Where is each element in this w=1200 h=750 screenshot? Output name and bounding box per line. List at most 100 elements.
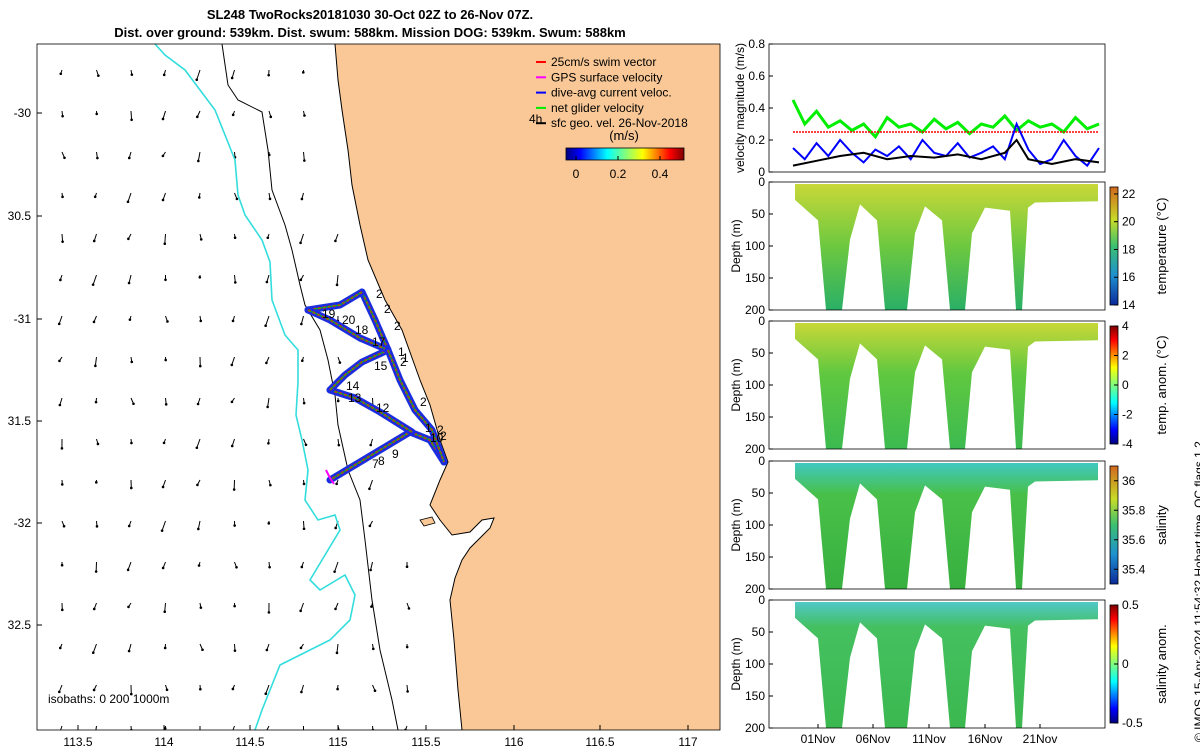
- current-vector-head: [407, 607, 411, 610]
- current-vector-head: [266, 236, 270, 240]
- track-day-label: 20: [342, 313, 356, 327]
- map-ytick-label: -31: [14, 312, 32, 326]
- current-vector-head: [338, 361, 342, 364]
- depth-tick-label: 50: [752, 346, 766, 360]
- current-vector-head: [197, 527, 200, 531]
- salinity-colorbar: [1109, 465, 1119, 585]
- current-vector-head: [201, 648, 204, 652]
- colorbar-unit: (m/s): [609, 128, 639, 143]
- imos-credit: © IMOS 15-Apr-2024 11:54:32 Hobart time.…: [1192, 441, 1200, 742]
- current-vector-head: [59, 72, 63, 76]
- current-vector-head: [57, 734, 60, 737]
- track-day-label: 13: [348, 391, 362, 405]
- current-vector-head: [198, 364, 202, 368]
- current-vector-head: [269, 483, 272, 487]
- current-vector: [162, 110, 166, 120]
- current-vector-head: [302, 401, 306, 405]
- current-vector-head: [196, 402, 200, 406]
- current-vector: [300, 602, 304, 612]
- current-vector: [231, 356, 235, 366]
- current-vector-head: [265, 361, 268, 365]
- current-vector-head: [94, 364, 97, 368]
- salinity-panel: 0 50 100 150 200 Depth (m) 35.4 35.6 35.8 36 salin…: [729, 454, 1169, 596]
- current-vector-head: [130, 360, 134, 364]
- track-day-label: 2: [400, 355, 407, 369]
- current-vector: [231, 69, 235, 79]
- current-vector-head: [337, 443, 341, 447]
- colorbar-tick-label: 4: [1122, 319, 1129, 333]
- track-day-label: 14: [346, 379, 360, 393]
- current-vector-head: [60, 563, 64, 567]
- current-vector-head: [163, 727, 167, 730]
- current-vector-head: [197, 564, 201, 567]
- current-vector-head: [91, 651, 95, 654]
- date-tick-label: 21Nov: [1023, 732, 1058, 746]
- colorbar-tick-label: 16: [1122, 270, 1136, 284]
- current-vector-head: [301, 71, 305, 74]
- net-track: [307, 309, 389, 351]
- track-day-label: 15: [374, 359, 388, 373]
- current-vector-head: [94, 481, 98, 484]
- current-vector: [196, 438, 201, 448]
- track-day-label: 18: [355, 323, 369, 337]
- depth-tick-label: 150: [745, 550, 765, 564]
- temperature-section-field: [795, 184, 1098, 310]
- velocity-ytick-label: 0: [758, 165, 765, 179]
- current-vector-head: [127, 649, 131, 653]
- net-track: [307, 291, 363, 311]
- depth-tick-label: 200: [745, 721, 765, 735]
- chart-title-line2: Dist. over ground: 539km. Dist. swum: 58…: [114, 25, 626, 40]
- current-vector-head: [127, 281, 131, 285]
- velocity-ytick-label: 0.8: [748, 37, 765, 51]
- net-track: [387, 349, 445, 463]
- colorbar-tick-label: 14: [1122, 298, 1136, 312]
- date-tick-label: 11Nov: [912, 732, 946, 746]
- current-vector-head: [267, 441, 270, 445]
- current-vector-head: [233, 524, 236, 527]
- map-ytick-label: -30: [14, 106, 32, 120]
- colorbar-tick-label: 18: [1122, 242, 1136, 256]
- current-vector-head: [91, 283, 95, 286]
- current-vector: [94, 356, 97, 366]
- current-vector-head: [302, 482, 306, 486]
- current-vector-head: [127, 156, 131, 160]
- depth-tick-label: 0: [758, 175, 765, 189]
- current-vector-head: [335, 482, 338, 486]
- glider-track: [304, 288, 448, 485]
- current-vector: [58, 315, 63, 325]
- current-vector-head: [127, 605, 130, 609]
- current-vector-head: [299, 278, 303, 282]
- current-vector: [161, 520, 166, 531]
- current-vector-head: [94, 570, 98, 573]
- depth-tick-label: 50: [752, 625, 766, 639]
- current-vector-head: [267, 611, 271, 614]
- colorbar-tick-label: 0.4: [652, 167, 669, 181]
- current-vector-head: [63, 156, 66, 160]
- current-vector-head: [130, 73, 134, 76]
- current-vector-head: [300, 197, 304, 201]
- track-day-label: 7: [372, 457, 379, 471]
- current-vector-head: [57, 690, 61, 694]
- temp-anomaly-section-field: [795, 323, 1098, 449]
- current-vector-head: [59, 278, 62, 282]
- current-vector-head: [163, 646, 167, 650]
- map-xtick-label: 116: [504, 735, 523, 749]
- current-vector-head: [128, 318, 132, 321]
- current-vector-head: [264, 324, 267, 327]
- current-vector-head: [162, 441, 166, 445]
- current-vector-head: [336, 399, 340, 403]
- current-vector-head: [269, 115, 273, 119]
- salinity-anomaly-panel: 0 50 100 150 200 Depth (m) -0.5 0 0.5 salinity an…: [729, 593, 1169, 735]
- current-vector-head: [233, 236, 237, 240]
- legend-label: sfc geo. vel. 26-Nov-2018: [551, 116, 688, 130]
- colorbar-tick-label: 0: [1122, 378, 1129, 392]
- depth-tick-label: 100: [745, 239, 765, 253]
- current-vector-head: [92, 607, 96, 611]
- current-vector-head: [235, 197, 239, 201]
- track-day-label: 2: [420, 395, 427, 409]
- current-vector-head: [126, 568, 130, 572]
- map-frame: [36, 43, 721, 731]
- colorbar-tick-label: 22: [1122, 187, 1136, 201]
- current-vector-head: [130, 441, 133, 445]
